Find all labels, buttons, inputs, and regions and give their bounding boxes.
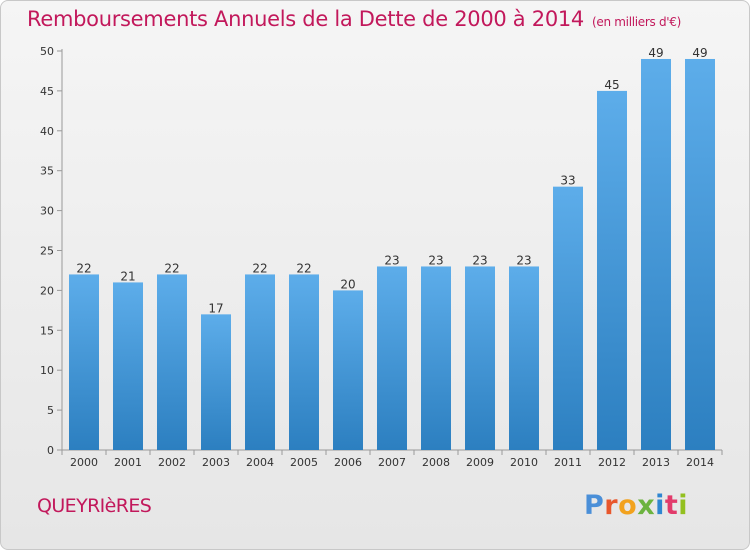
bar: [245, 274, 275, 450]
bar-value-label: 17: [208, 301, 223, 315]
chart-bars: [69, 58, 715, 451]
x-tick-label: 2007: [378, 456, 406, 469]
x-tick-label: 2009: [466, 456, 494, 469]
y-tick-label: 50: [40, 45, 54, 58]
x-tick-label: 2000: [70, 456, 98, 469]
bar: [553, 186, 583, 450]
bar-value-label: 20: [340, 277, 355, 291]
bar-value-label: 45: [604, 78, 619, 92]
x-tick-label: 2003: [202, 456, 230, 469]
bar: [69, 274, 99, 450]
bar-value-label: 21: [120, 269, 135, 283]
bar-value-label: 22: [76, 261, 91, 275]
logo-letter: i: [678, 490, 689, 521]
logo-letter: x: [637, 490, 656, 521]
x-tick-label: 2011: [554, 456, 582, 469]
y-tick-label: 10: [40, 364, 54, 377]
chart-subtitle: (en milliers d'€): [592, 15, 682, 29]
x-tick-label: 2012: [598, 456, 626, 469]
bar-value-label: 49: [648, 46, 663, 60]
y-tick-label: 25: [40, 245, 54, 258]
bar: [201, 314, 231, 450]
bar: [421, 266, 451, 450]
chart-value-labels: 22 21 22 17 22 22 20 23 23 23 23 33 45 49 49: [76, 46, 707, 315]
y-tick-label: 40: [40, 125, 54, 138]
bar-value-label: 22: [296, 261, 311, 275]
bar-value-label: 22: [252, 261, 267, 275]
bar: [465, 266, 495, 450]
x-tick-label: 2006: [334, 456, 362, 469]
bar-value-label: 23: [472, 253, 487, 267]
x-tick-label: 2010: [510, 456, 538, 469]
bar: [509, 266, 539, 450]
logo-letter: o: [618, 490, 638, 521]
logo-letter: t: [664, 490, 679, 521]
bar: [597, 90, 627, 451]
chart-title-text: Remboursements Annuels de la Dette de 20…: [27, 7, 584, 31]
bar-value-label: 49: [692, 46, 707, 60]
x-tick-label: 2002: [158, 456, 186, 469]
bar: [289, 274, 319, 450]
chart-axes: 0 5 10 15 20 25 30 35 40 45 50 2000 2001 2002 2003 2004…: [40, 45, 723, 469]
bar: [377, 266, 407, 450]
commune-name: QUEYRIèRES: [37, 495, 152, 517]
x-tick-label: 2013: [642, 456, 670, 469]
logo-letter: P: [584, 490, 605, 521]
x-tick-label: 2004: [246, 456, 274, 469]
y-tick-label: 0: [47, 444, 54, 457]
bar: [157, 274, 187, 450]
bar: [113, 282, 143, 450]
y-tick-label: 35: [40, 165, 54, 178]
y-tick-label: 15: [40, 324, 54, 337]
chart-title: Remboursements Annuels de la Dette de 20…: [27, 7, 681, 31]
y-tick-label: 30: [40, 205, 54, 218]
x-tick-label: 2008: [422, 456, 450, 469]
x-tick-label: 2014: [686, 456, 714, 469]
proxiti-logo: Proxiti: [584, 490, 688, 521]
y-tick-label: 20: [40, 284, 54, 297]
bar-value-label: 23: [384, 253, 399, 267]
bar-value-label: 23: [516, 253, 531, 267]
bar: [685, 58, 715, 450]
logo-letter: r: [604, 490, 619, 521]
x-tick-label: 2001: [114, 456, 142, 469]
bar-value-label: 33: [560, 174, 575, 188]
logo-letter: i: [655, 490, 665, 521]
bar: [641, 58, 671, 450]
y-tick-label: 5: [47, 404, 54, 417]
bar-value-label: 23: [428, 253, 443, 267]
x-tick-label: 2005: [290, 456, 318, 469]
bar: [333, 290, 363, 450]
y-tick-label: 45: [40, 85, 54, 98]
bar-value-label: 22: [164, 261, 179, 275]
